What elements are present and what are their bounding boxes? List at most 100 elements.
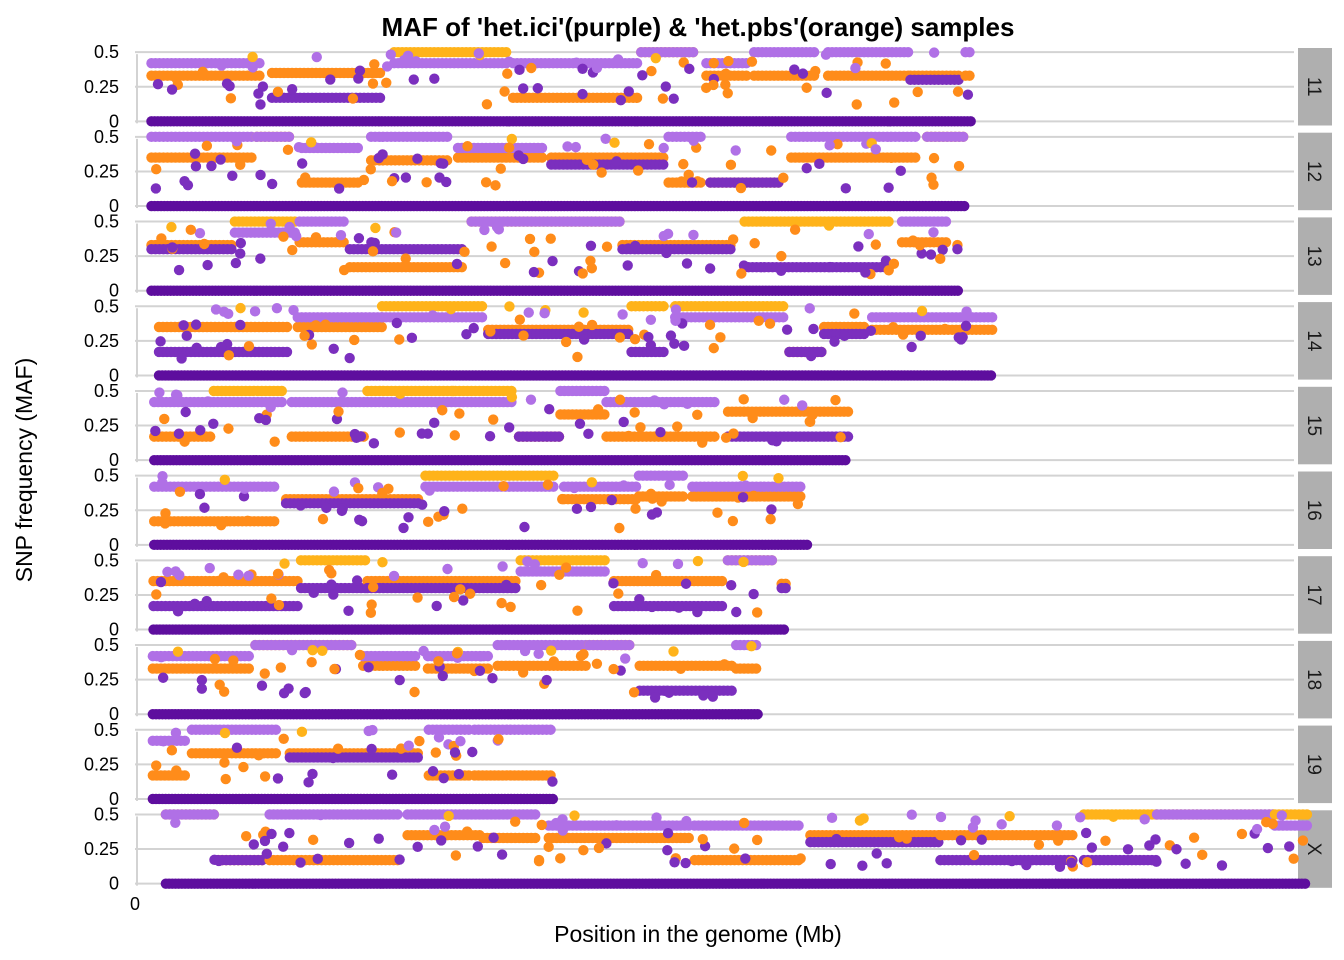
maf-point-het-ici: [265, 218, 276, 230]
maf-point-het-pbs: [349, 334, 360, 346]
maf-point-het-pbs: [935, 253, 946, 265]
maf-point-het-pbs: [462, 141, 473, 152]
facet-panel-11: 00.250.511: [84, 42, 1332, 131]
maf-point-het-ici: [842, 431, 854, 442]
maf-point-het-ici: [497, 561, 508, 572]
y-tick-label: 0.5: [94, 42, 119, 62]
maf-point-het-pbs: [269, 436, 280, 447]
y-tick-label: 0: [109, 196, 119, 216]
maf-point-het-pbs: [338, 264, 350, 276]
maf-point-het-pbs: [386, 175, 398, 187]
maf-point-het-ici: [381, 61, 393, 72]
facet-strip: [1298, 386, 1332, 465]
maf-point-het-ici: [655, 426, 666, 438]
maf-point-het-ici: [660, 81, 671, 92]
maf-point-het-pbs: [928, 152, 940, 164]
maf-point-het-ici: [424, 485, 435, 496]
maf-point-het-pbs: [535, 579, 547, 591]
maf-point-het-ici: [865, 325, 877, 337]
maf-point-het-pbs: [457, 503, 468, 514]
maf-point-het-ici: [218, 306, 230, 317]
maf-point-het-pbs: [347, 93, 359, 104]
maf-point-het-ici: [649, 395, 660, 406]
maf-point-het-ici: [928, 227, 939, 238]
maf-point-het-ici: [308, 587, 319, 599]
maf-point-het-pbs: [300, 172, 311, 183]
y-tick-label: 0.25: [84, 416, 119, 436]
maf-point-het-pbs: [773, 472, 784, 484]
maf-point-het-ici: [429, 417, 440, 429]
maf-point-het-pbs: [310, 320, 321, 331]
maf-point-het-ici: [239, 483, 250, 494]
maf-point-het-ici: [585, 501, 597, 513]
maf-point-het-ici: [670, 304, 682, 315]
maf-point-het-ici: [295, 500, 306, 511]
maf-point-het-pbs: [272, 568, 284, 580]
maf-point-het-ici: [170, 389, 182, 400]
maf-point-het-ici: [523, 307, 534, 318]
maf-point-het-ici: [928, 47, 940, 58]
maf-point-het-ici: [960, 320, 972, 332]
maf-point-het-ici: [343, 605, 354, 616]
maf-point-het-pbs: [381, 77, 392, 88]
maf-point-het-ici: [682, 398, 693, 410]
maf-point-het-ici: [224, 80, 235, 92]
facet-strip-label: 14: [1303, 330, 1324, 352]
points-chr-16: [149, 470, 813, 551]
maf-point-het-pbs: [242, 515, 253, 527]
maf-point-het-ici: [525, 394, 537, 405]
maf-point-het-ici: [473, 48, 484, 59]
maf-point-het-pbs: [278, 231, 289, 242]
maf-point-het-ici: [441, 131, 453, 143]
maf-point-het-ici: [547, 255, 558, 267]
maf-point-het-ici: [964, 46, 975, 58]
maf-point-het-ici: [611, 156, 622, 167]
maf-point-het-pbs: [851, 99, 862, 110]
maf-point-het-ici: [618, 416, 629, 428]
maf-point-het-pbs: [910, 152, 921, 163]
maf-point-het-pbs: [631, 92, 643, 104]
maf-point-het-ici: [215, 341, 227, 353]
maf-point-het-pbs: [629, 407, 640, 418]
maf-point-het-ici: [777, 312, 789, 323]
maf-point-het-ici: [427, 310, 438, 321]
maf-point-het-pbs: [599, 555, 610, 566]
maf-point-het-ici: [544, 404, 555, 415]
maf-point-het-pbs: [166, 221, 177, 233]
maf-point-het-pbs: [792, 498, 804, 510]
maf-point-het-pbs: [498, 481, 509, 492]
maf-point-het-pbs: [545, 233, 556, 244]
maf-point-het-ici: [895, 165, 906, 177]
maf-point-het-ici: [709, 396, 720, 408]
maf-point-het-ici: [296, 158, 308, 169]
maf-point-het-ici: [231, 136, 242, 147]
maf-point-het-pbs: [421, 177, 432, 188]
maf-point-het-ici: [286, 84, 298, 95]
maf-point-het-ici: [661, 247, 672, 259]
maf-point-het-pbs: [727, 515, 739, 527]
maf-point-het-pbs: [299, 330, 310, 342]
maf-point-het-pbs: [704, 319, 716, 331]
maf-point-het-ici: [599, 385, 610, 397]
maf-point-het-pbs: [939, 323, 951, 335]
maf-point-het-pbs: [573, 321, 585, 332]
maf-point-het-ici: [233, 569, 244, 580]
maf-point-het-ici: [216, 60, 227, 71]
maf-point-het-ici: [880, 255, 892, 266]
maf-point-het-ici: [504, 422, 515, 433]
maf-point-het-ici: [293, 142, 305, 153]
maf-point-het-pbs: [722, 88, 733, 99]
maf-point-het-ici: [328, 343, 339, 355]
maf-point-het-ici: [172, 606, 184, 617]
maf-point-het-pbs: [764, 318, 776, 329]
maf-point-het-pbs: [614, 332, 626, 343]
maf-point-het-pbs: [629, 333, 641, 345]
maf-point-het-pbs: [888, 321, 899, 333]
maf-point-het-pbs: [572, 605, 583, 616]
maf-point-het-pbs: [725, 159, 737, 171]
facet-strip-label: 15: [1303, 415, 1324, 436]
maf-point-het-pbs: [804, 416, 816, 428]
maf-point-het-ici: [631, 58, 643, 69]
maf-point-het-pbs: [749, 238, 760, 249]
maf-point-het-pbs: [514, 314, 526, 325]
